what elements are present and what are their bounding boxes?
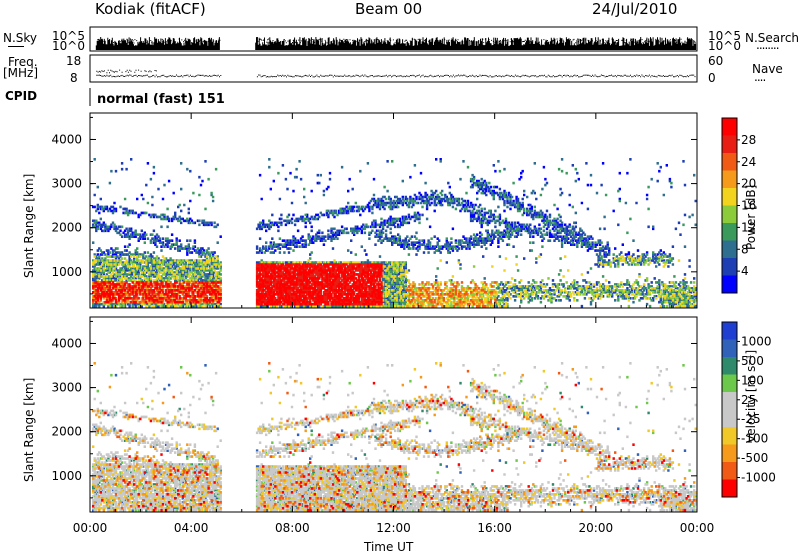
power-colorbar-swatch	[722, 223, 737, 241]
nsky-label: N.Sky	[3, 31, 38, 45]
velocity-colorbar-swatch	[722, 444, 737, 463]
nave-bottom: 0	[708, 71, 716, 85]
velocity-colorbar-swatch	[722, 374, 737, 393]
cpid-label: CPID	[5, 89, 38, 103]
power-colorbar-swatch	[722, 135, 737, 154]
velocity-colorbar-tick-label: 500	[741, 354, 764, 368]
velocity-cells-4	[92, 362, 697, 512]
power-ytick-label: 2000	[51, 221, 82, 235]
power-colorbar-tick-label: 28	[741, 133, 756, 147]
left-scale-top: 10^5	[52, 29, 85, 43]
freq-panel-frame	[89, 54, 698, 83]
power-colorbar-tick-label: 24	[741, 155, 756, 169]
x-tick-label: 12:00	[376, 521, 411, 535]
x-tick-label: 00:00	[73, 521, 108, 535]
power-colorbar-swatch	[722, 275, 737, 294]
x-tick-label: 08:00	[275, 521, 310, 535]
nsearch-dots	[97, 38, 696, 44]
power-cells-5	[92, 255, 697, 308]
power-cells-9	[92, 263, 383, 306]
power-colorbar-tick-label: 12	[741, 220, 756, 234]
power-ytick-label: 4000	[51, 132, 82, 146]
power-colorbar-swatch	[722, 258, 737, 276]
velocity-cells-8	[96, 362, 696, 512]
velocity-colorbar-swatch	[722, 409, 737, 428]
x-tick-label: 16:00	[477, 521, 512, 535]
power-colorbar-tick-label: 20	[741, 177, 756, 191]
velocity-colorbar-swatch	[722, 427, 737, 445]
velocity-colorbar-frame	[721, 321, 738, 498]
nave-top: 60	[708, 54, 724, 68]
nsearch-label: N.Search	[745, 31, 800, 45]
power-colorbar-tick-label: 4	[741, 264, 749, 278]
x-tick-label: 04:00	[174, 521, 209, 535]
x-axis-title: Time UT	[364, 540, 414, 554]
left-scale-bottom: 10^0	[52, 39, 85, 53]
nsky-legend-line	[8, 46, 24, 47]
nave-legend: ....	[754, 70, 766, 84]
x-tick-label: 20:00	[579, 521, 614, 535]
velocity-colorbar-swatch	[722, 357, 737, 375]
power-ytick-label: 1000	[51, 265, 82, 279]
power-colorbar-tick-label: 8	[741, 242, 749, 256]
velocity-colorbar-tick-label: 100	[741, 373, 764, 387]
velocity-ytick-label: 2000	[51, 425, 82, 439]
velocity-colorbar-swatch	[722, 479, 737, 498]
freq-label: Freq.	[8, 55, 38, 69]
right-scale-top: 10^5	[708, 29, 741, 43]
velocity-colorbar-tick-label: -100	[741, 432, 768, 446]
power-colorbar-swatch	[722, 170, 737, 189]
velocity-cells-3	[92, 364, 697, 512]
freq-top: 18	[66, 54, 82, 68]
cpid-value: normal (fast) 151	[97, 92, 225, 107]
beam-title: Beam 00	[355, 0, 423, 18]
power-cells-7	[92, 281, 497, 308]
power-colorbar-swatch	[722, 118, 737, 136]
velocity-colorbar-tick-label: 1000	[741, 334, 772, 348]
x-tick-label: 00:00	[680, 521, 715, 535]
power-colorbar-swatch	[722, 240, 737, 259]
velocity-colorbar-tick-label: -25	[741, 412, 761, 426]
right-scale-bottom: 10^0	[708, 39, 741, 53]
power-colorbar-swatch	[722, 205, 737, 224]
power-colorbar-tick-label: 16	[741, 199, 756, 213]
nave-label: Nave	[752, 62, 783, 76]
freq-nave-dots	[96, 69, 696, 78]
nsky-bars	[95, 37, 697, 50]
nsearch-legend: ........	[756, 38, 779, 52]
velocity-colorbar-swatch	[722, 392, 737, 410]
velocity-colorbar-swatch	[722, 462, 737, 480]
velocity-ytick-label: 4000	[51, 336, 82, 350]
velocity-colorbar-tick-label: -1000	[741, 471, 776, 485]
power-colorbar-swatch	[722, 188, 737, 206]
velocity-cells-7	[92, 362, 697, 512]
velocity-colorbar-tick-label: -500	[741, 451, 768, 465]
freq-bottom: 8	[70, 71, 78, 85]
velocity-colorbar-swatch	[722, 339, 737, 358]
velocity-ytick-label: 3000	[51, 381, 82, 395]
nsky-panel-frame	[89, 26, 698, 52]
power-cells-6	[92, 281, 497, 308]
station-title: Kodiak (fitACF)	[95, 0, 206, 18]
freq-unit-label: [MHz]	[3, 66, 39, 80]
power-colorbar-swatch	[722, 153, 737, 171]
velocity-colorbar-swatch	[722, 322, 737, 340]
velocity-ytick-label: 1000	[51, 469, 82, 483]
date-title: 24/Jul/2010	[592, 0, 678, 18]
velocity-colorbar-tick-label: 25	[741, 393, 756, 407]
power-ytick-label: 3000	[51, 177, 82, 191]
